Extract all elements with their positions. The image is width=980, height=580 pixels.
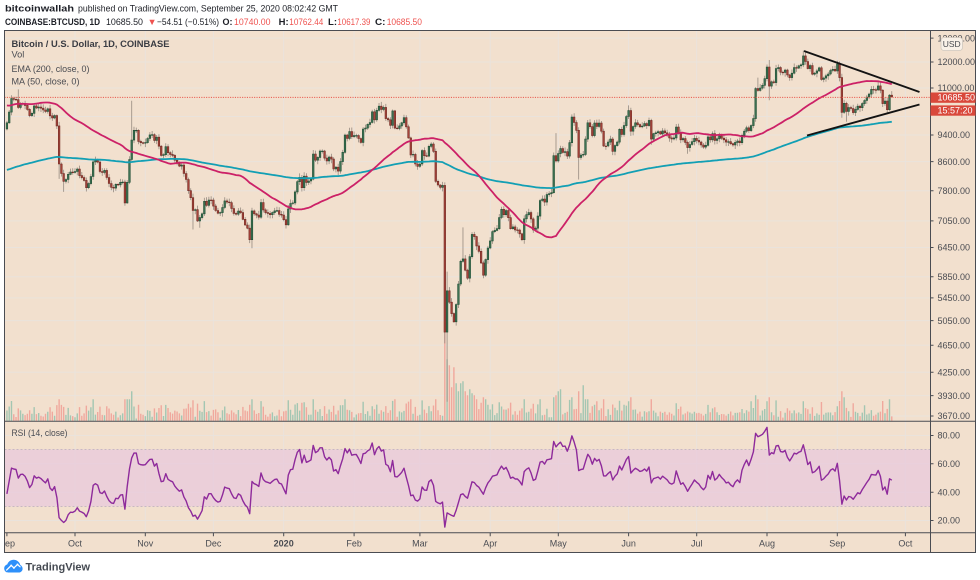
svg-text:Dec: Dec xyxy=(205,539,222,549)
svg-text:4250.00: 4250.00 xyxy=(938,367,971,377)
svg-text:5450.00: 5450.00 xyxy=(938,293,971,303)
svg-text:Sep: Sep xyxy=(829,539,845,549)
svg-text:Oct: Oct xyxy=(898,539,913,549)
svg-text:15:57:20: 15:57:20 xyxy=(938,106,973,116)
svg-text:8600.00: 8600.00 xyxy=(938,157,971,167)
svg-text:12000.00: 12000.00 xyxy=(938,57,976,67)
svg-text:Vol: Vol xyxy=(12,50,25,60)
svg-text:EMA (200, close, 0): EMA (200, close, 0) xyxy=(12,64,90,74)
svg-text:Bitcoin / U.S. Dollar, 1D, COI: Bitcoin / U.S. Dollar, 1D, COINBASE xyxy=(12,38,170,49)
svg-text:Mar: Mar xyxy=(412,539,428,549)
svg-text:ep: ep xyxy=(5,539,15,549)
svg-text:Jul: Jul xyxy=(691,539,703,549)
svg-text:TradingView: TradingView xyxy=(26,561,91,573)
svg-text:Apr: Apr xyxy=(483,539,497,549)
svg-text:USD: USD xyxy=(943,39,961,49)
svg-text:9400.00: 9400.00 xyxy=(938,130,971,140)
svg-text:20.00: 20.00 xyxy=(938,516,961,526)
svg-text:4650.00: 4650.00 xyxy=(938,341,971,351)
svg-text:10685.50: 10685.50 xyxy=(938,93,976,103)
svg-text:Nov: Nov xyxy=(137,539,154,549)
svg-text:Feb: Feb xyxy=(346,539,362,549)
svg-text:MA (50, close, 0): MA (50, close, 0) xyxy=(12,77,80,87)
svg-text:May: May xyxy=(550,539,568,549)
svg-text:11000.00: 11000.00 xyxy=(938,83,975,93)
svg-text:3670.00: 3670.00 xyxy=(938,411,971,421)
svg-text:60.00: 60.00 xyxy=(938,459,961,469)
svg-text:5850.00: 5850.00 xyxy=(938,272,971,282)
svg-text:6450.00: 6450.00 xyxy=(938,243,971,253)
svg-text:3930.00: 3930.00 xyxy=(938,391,971,401)
svg-text:7050.00: 7050.00 xyxy=(938,216,971,226)
svg-text:Aug: Aug xyxy=(759,539,775,549)
svg-text:40.00: 40.00 xyxy=(938,487,961,497)
svg-text:80.00: 80.00 xyxy=(938,431,961,441)
svg-text:Oct: Oct xyxy=(68,539,83,549)
svg-text:7800.00: 7800.00 xyxy=(938,186,971,196)
svg-text:RSI (14, close): RSI (14, close) xyxy=(12,428,68,438)
svg-text:2020: 2020 xyxy=(274,539,294,549)
svg-text:5050.00: 5050.00 xyxy=(938,316,971,326)
svg-text:Jun: Jun xyxy=(621,539,636,549)
